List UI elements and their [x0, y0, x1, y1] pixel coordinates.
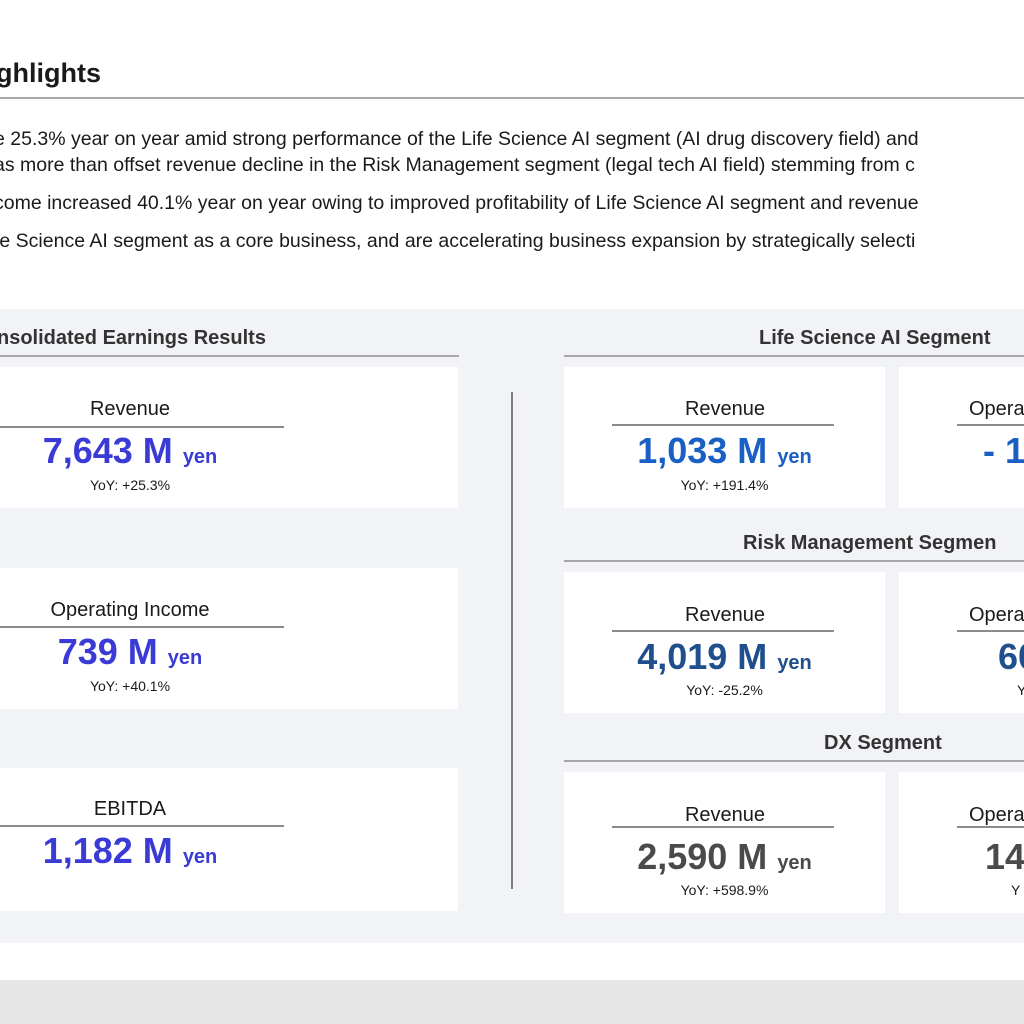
risk-management-operating-label: Opera [969, 604, 1024, 626]
risk-management-operating-yoy: Y [1017, 682, 1024, 698]
risk-management-section-rule [564, 560, 1024, 562]
dx-operating-card [899, 772, 1024, 913]
risk-management-revenue-label: Revenue [684, 604, 766, 626]
dx-operating-label: Opera [969, 804, 1024, 826]
life-science-revenue-value: 1,033 M yen [637, 430, 812, 471]
life-science-revenue-yoy: YoY: +191.4% [680, 477, 769, 493]
consolidated-ebitda-label-rule [0, 825, 284, 827]
consolidated-ebitda-label: EBITDA [93, 798, 167, 820]
life-science-section-title: Life Science AI Segment [759, 327, 991, 349]
risk-management-operating-card [899, 572, 1024, 713]
life-science-operating-card [899, 367, 1024, 508]
risk-management-revenue-card [564, 572, 885, 713]
consolidated-operating-income-value: 739 M yen [57, 631, 203, 672]
risk-management-revenue-yoy: YoY: -25.2% [686, 682, 763, 698]
footer-band [0, 980, 1024, 1024]
consolidated-operating-income-card [0, 568, 458, 709]
consolidated-operating-income-label: Operating Income [50, 599, 210, 621]
dx-revenue-card [564, 772, 885, 913]
risk-management-revenue-value: 4,019 M yen [637, 636, 812, 677]
consolidated-operating-income-label-rule [0, 626, 284, 628]
dx-revenue-yoy: YoY: +598.9% [680, 882, 769, 898]
consolidated-revenue-value: 7,643 M yen [42, 430, 218, 471]
consolidated-revenue-yoy: YoY: +25.3% [89, 477, 171, 493]
highlight-line-2: as more than offset revenue decline in t… [0, 154, 915, 176]
consolidated-revenue-label: Revenue [89, 398, 171, 420]
dx-section-title: DX Segment [824, 732, 942, 754]
consolidated-revenue-card [0, 367, 458, 508]
life-science-revenue-label: Revenue [684, 398, 766, 420]
life-science-operating-label-rule [957, 424, 1024, 426]
risk-management-operating-value: 60 [998, 636, 1024, 677]
risk-management-operating-label-rule [957, 630, 1024, 632]
page-title: ghlights [0, 58, 101, 88]
dx-section-rule [564, 760, 1024, 762]
dx-operating-yoy: Y [1011, 882, 1021, 898]
dx-revenue-value: 2,590 M yen [637, 836, 812, 877]
consolidated-ebitda-card [0, 768, 458, 911]
life-science-operating-label: Opera [969, 398, 1024, 420]
risk-management-section-title: Risk Management Segmen [743, 532, 997, 554]
vertical-divider [511, 392, 513, 889]
risk-management-revenue-label-rule [612, 630, 834, 632]
dx-revenue-label: Revenue [684, 804, 766, 826]
life-science-operating-value: - 1 [983, 430, 1024, 471]
dx-revenue-label-rule [612, 826, 834, 828]
life-science-section-rule [564, 355, 1024, 357]
highlight-line-3: come increased 40.1% year on year owing … [0, 192, 919, 214]
dx-operating-value: 14 [985, 836, 1024, 877]
consolidated-operating-income-yoy: YoY: +40.1% [89, 678, 171, 694]
life-science-revenue-label-rule [612, 424, 834, 426]
consolidated-section-title: nsolidated Earnings Results [0, 327, 266, 349]
title-divider [0, 97, 1024, 99]
consolidated-section-rule [0, 355, 459, 357]
consolidated-ebitda-value: 1,182 M yen [42, 830, 218, 871]
consolidated-revenue-label-rule [0, 426, 284, 428]
highlight-line-4: fe Science AI segment as a core business… [0, 230, 916, 252]
life-science-revenue-card [564, 367, 885, 508]
highlight-line-1: e 25.3% year on year amid strong perform… [0, 128, 919, 150]
dx-operating-label-rule [957, 826, 1024, 828]
